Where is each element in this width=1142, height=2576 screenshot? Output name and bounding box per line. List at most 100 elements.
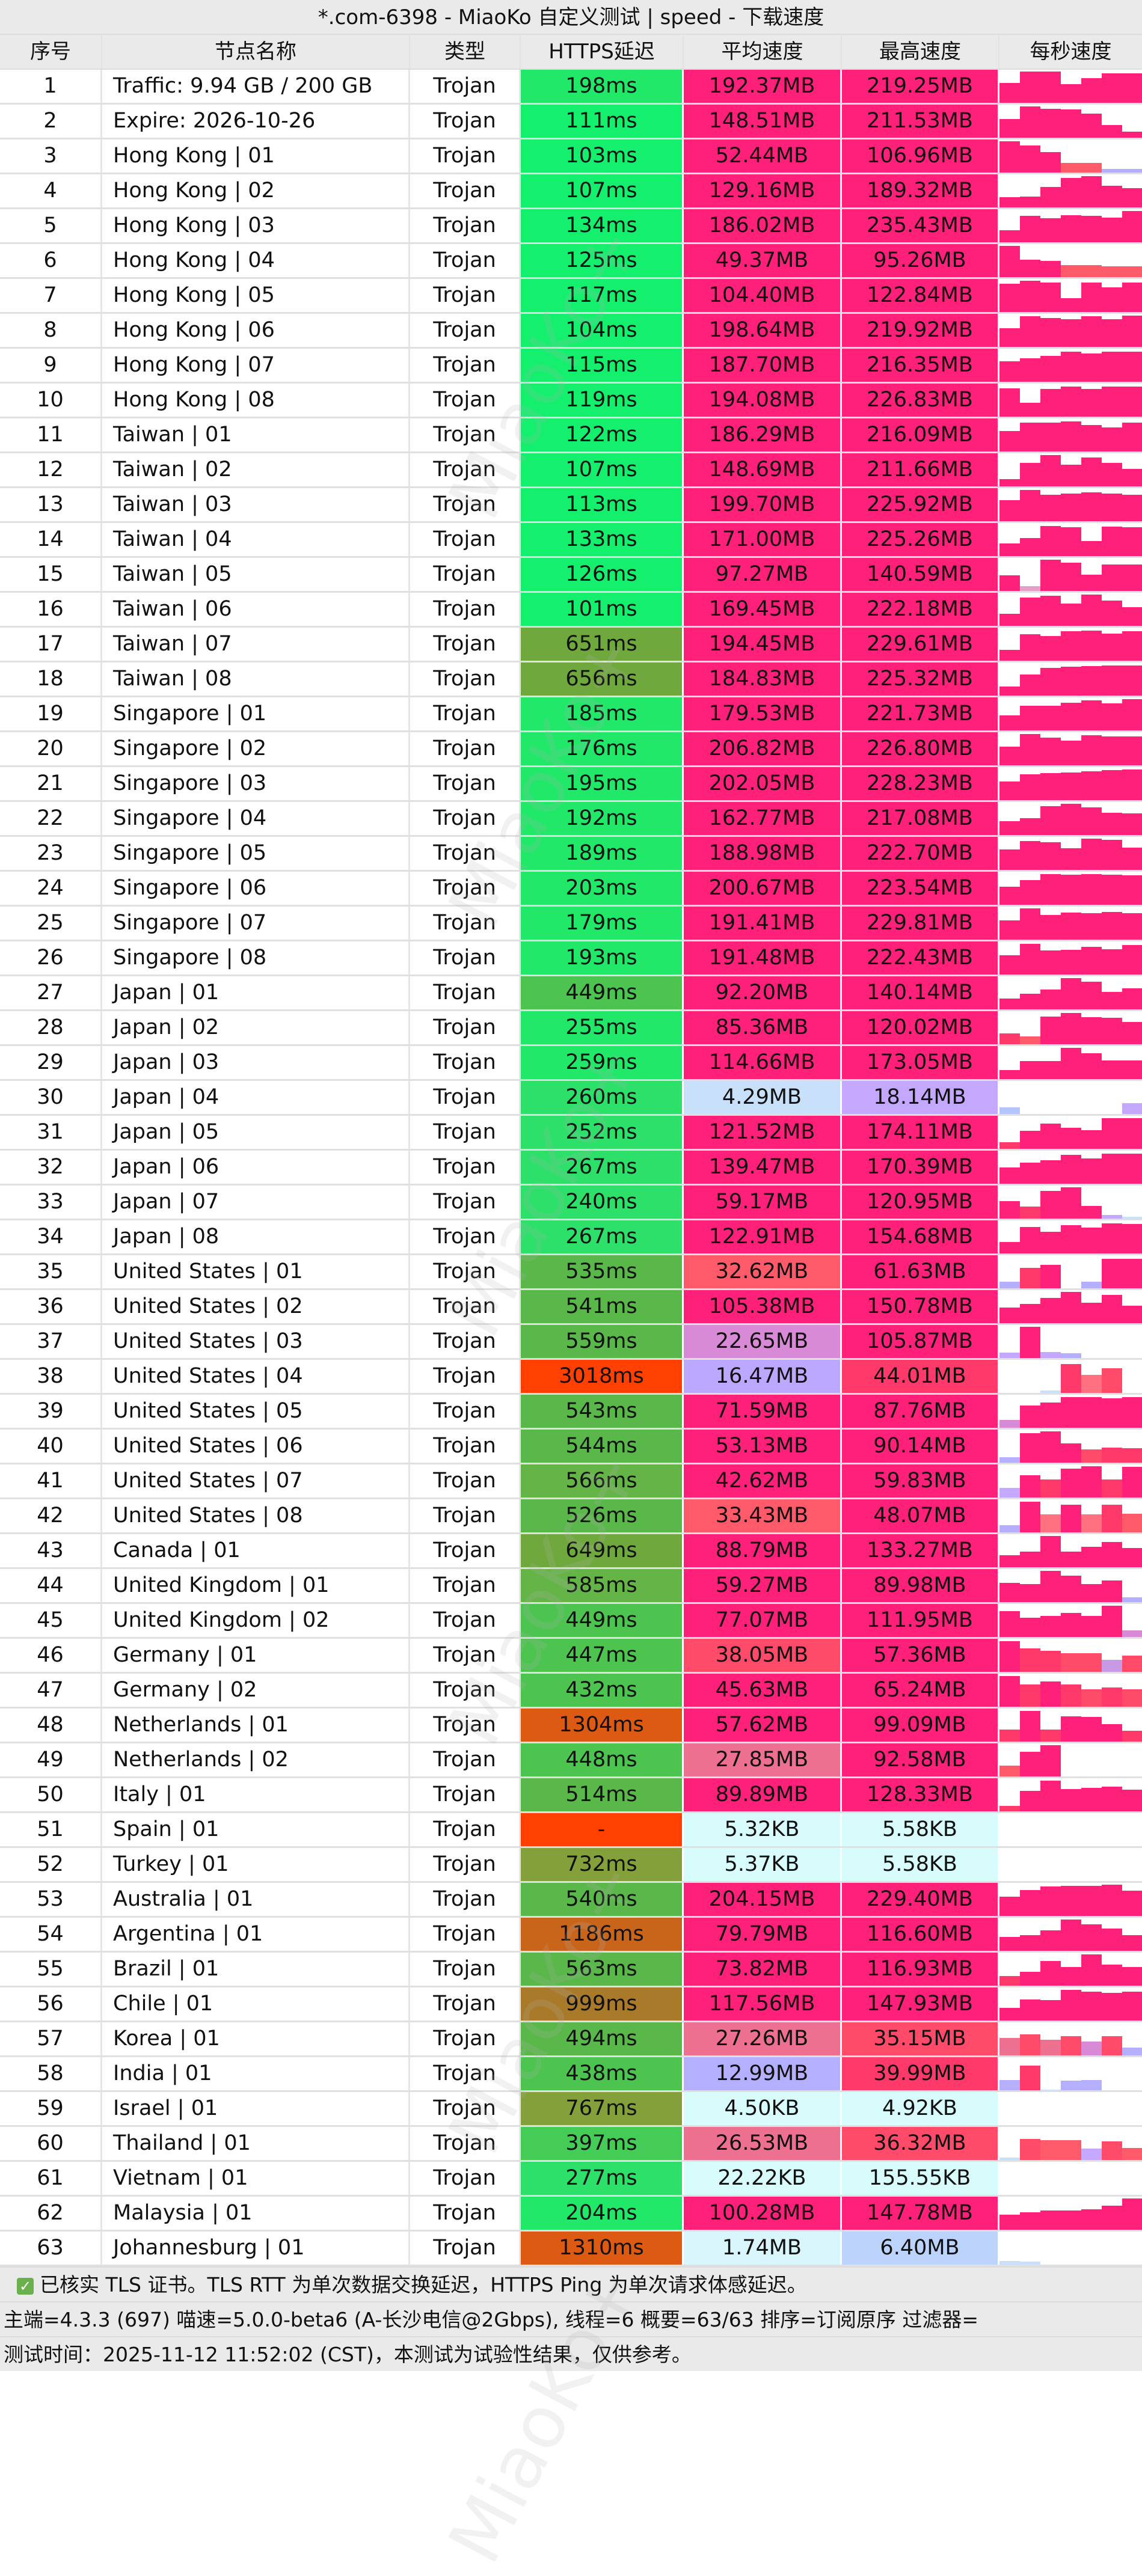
table-row[interactable]: 58 India | 01 Trojan 438ms 12.99MB 39.99MB	[0, 2057, 1142, 2092]
sparkline-bar	[1040, 2000, 1061, 2021]
table-row[interactable]: 25 Singapore | 07 Trojan 179ms 191.41MB 229.8…	[0, 907, 1142, 941]
node-name: Singapore | 06	[102, 872, 410, 905]
table-row[interactable]: 39 United States | 05 Trojan 543ms 71.59MB 87…	[0, 1395, 1142, 1430]
node-name: Johannesburg | 01	[102, 2232, 410, 2265]
col-header-https-latency[interactable]: HTTPS延迟	[521, 35, 684, 69]
sparkline-bar	[1102, 169, 1122, 173]
table-row[interactable]: 53 Australia | 01 Trojan 540ms 204.15MB 229.4…	[0, 1883, 1142, 1918]
avg-speed: 57.62MB	[684, 1709, 842, 1742]
sparkline-bar	[1040, 218, 1061, 242]
https-latency: 240ms	[521, 1186, 684, 1219]
col-header-node-name[interactable]: 节点名称	[102, 35, 410, 69]
table-row[interactable]: 57 Korea | 01 Trojan 494ms 27.26MB 35.15MB	[0, 2022, 1142, 2057]
table-row[interactable]: 13 Taiwan | 03 Trojan 113ms 199.70MB 225.92MB	[0, 488, 1142, 523]
table-row[interactable]: 28 Japan | 02 Trojan 255ms 85.36MB 120.02MB	[0, 1011, 1142, 1046]
col-header-max-speed[interactable]: 最高速度	[842, 35, 999, 69]
table-row[interactable]: 33 Japan | 07 Trojan 240ms 59.17MB 120.95MB	[0, 1186, 1142, 1220]
table-row[interactable]: 54 Argentina | 01 Trojan 1186ms 79.79MB 116.6…	[0, 1918, 1142, 1953]
table-row[interactable]: 16 Taiwan | 06 Trojan 101ms 169.45MB 222.18MB	[0, 593, 1142, 628]
table-row[interactable]: 5 Hong Kong | 03 Trojan 134ms 186.02MB 235.43…	[0, 209, 1142, 244]
table-row[interactable]: 17 Taiwan | 07 Trojan 651ms 194.45MB 229.61MB	[0, 628, 1142, 662]
node-name: Italy | 01	[102, 1778, 410, 1811]
max-speed: 147.93MB	[842, 1987, 999, 2021]
sparkline-bar	[1040, 423, 1061, 451]
col-header-type[interactable]: 类型	[410, 35, 521, 69]
table-row[interactable]: 11 Taiwan | 01 Trojan 122ms 186.29MB 216.09MB	[0, 418, 1142, 453]
table-row[interactable]: 4 Hong Kong | 02 Trojan 107ms 129.16MB 189.32…	[0, 174, 1142, 209]
table-row[interactable]: 35 United States | 01 Trojan 535ms 32.62MB 61…	[0, 1255, 1142, 1290]
sparkline-bar	[1081, 913, 1102, 940]
table-row[interactable]: 40 United States | 06 Trojan 544ms 53.13MB 90…	[0, 1430, 1142, 1464]
table-row[interactable]: 2 Expire: 2026-10-26 Trojan 111ms 148.51MB 21…	[0, 105, 1142, 139]
max-speed: 150.78MB	[842, 1290, 999, 1323]
table-row[interactable]: 21 Singapore | 03 Trojan 195ms 202.05MB 228.2…	[0, 767, 1142, 802]
table-row[interactable]: 60 Thailand | 01 Trojan 397ms 26.53MB 36.32MB	[0, 2127, 1142, 2162]
per-second-sparkline	[999, 941, 1142, 974]
table-row[interactable]: 51 Spain | 01 Trojan -5.32KB 5.58KB	[0, 1813, 1142, 1848]
table-row[interactable]: 27 Japan | 01 Trojan 449ms 92.20MB 140.14MB	[0, 976, 1142, 1011]
table-row[interactable]: 18 Taiwan | 08 Trojan 656ms 184.83MB 225.32MB	[0, 662, 1142, 697]
table-row[interactable]: 45 United Kingdom | 02 Trojan 449ms 77.07MB 1…	[0, 1604, 1142, 1639]
per-second-sparkline	[999, 1290, 1142, 1323]
table-row[interactable]: 9 Hong Kong | 07 Trojan 115ms 187.70MB 216.35…	[0, 349, 1142, 384]
sparkline-bar	[1061, 1013, 1081, 1044]
avg-speed: 206.82MB	[684, 732, 842, 765]
sparkline-bar	[1040, 950, 1061, 974]
table-row[interactable]: 56 Chile | 01 Trojan 999ms 117.56MB 147.93MB	[0, 1987, 1142, 2022]
table-row[interactable]: 8 Hong Kong | 06 Trojan 104ms 198.64MB 219.92…	[0, 314, 1142, 349]
table-row[interactable]: 15 Taiwan | 05 Trojan 126ms 97.27MB 140.59MB	[0, 558, 1142, 593]
table-row[interactable]: 63 Johannesburg | 01 Trojan 1310ms 1.74MB 6.4…	[0, 2232, 1142, 2266]
table-row[interactable]: 50 Italy | 01 Trojan 514ms 89.89MB 128.33MB	[0, 1778, 1142, 1813]
col-header-per-second-speed[interactable]: 每秒速度	[1030, 40, 1112, 64]
table-row[interactable]: 46 Germany | 01 Trojan 447ms 38.05MB 57.36MB	[0, 1639, 1142, 1674]
max-speed: 170.39MB	[842, 1151, 999, 1184]
sparkline-bar	[1020, 358, 1040, 382]
col-header-avg-speed[interactable]: 平均速度	[684, 35, 842, 69]
table-row[interactable]: 32 Japan | 06 Trojan 267ms 139.47MB 170.39MB	[0, 1151, 1142, 1186]
table-row[interactable]: 44 United Kingdom | 01 Trojan 585ms 59.27MB 8…	[0, 1569, 1142, 1604]
table-row[interactable]: 62 Malaysia | 01 Trojan 204ms 100.28MB 147.78…	[0, 2197, 1142, 2232]
table-row[interactable]: 49 Netherlands | 02 Trojan 448ms 27.85MB 92.5…	[0, 1743, 1142, 1778]
table-row[interactable]: 31 Japan | 05 Trojan 252ms 121.52MB 174.11MB	[0, 1116, 1142, 1151]
table-row[interactable]: 20 Singapore | 02 Trojan 176ms 206.82MB 226.8…	[0, 732, 1142, 767]
table-row[interactable]: 55 Brazil | 01 Trojan 563ms 73.82MB 116.93MB	[0, 1953, 1142, 1987]
sparkline-bar	[999, 614, 1020, 626]
table-row[interactable]: 10 Hong Kong | 08 Trojan 119ms 194.08MB 226.8…	[0, 384, 1142, 418]
table-row[interactable]: 59 Israel | 01 Trojan 767ms 4.50KB 4.92KB	[0, 2092, 1142, 2127]
table-row[interactable]: 19 Singapore | 01 Trojan 185ms 179.53MB 221.7…	[0, 697, 1142, 732]
table-row[interactable]: 12 Taiwan | 02 Trojan 107ms 148.69MB 211.66MB	[0, 453, 1142, 488]
table-row[interactable]: 61 Vietnam | 01 Trojan 277ms 22.22KB 155.55KB	[0, 2162, 1142, 2197]
sparkline-bar	[1061, 387, 1081, 417]
table-row[interactable]: 47 Germany | 02 Trojan 432ms 45.63MB 65.24MB	[0, 1674, 1142, 1709]
table-row[interactable]: 30 Japan | 04 Trojan 260ms 4.29MB 18.14MB	[0, 1081, 1142, 1116]
table-row[interactable]: 7 Hong Kong | 05 Trojan 117ms 104.40MB 122.84…	[0, 279, 1142, 314]
sparkline-bar	[999, 1033, 1020, 1044]
table-row[interactable]: 36 United States | 02 Trojan 541ms 105.38MB 1…	[0, 1290, 1142, 1325]
table-row[interactable]: 38 United States | 04 Trojan 3018ms 16.47MB 4…	[0, 1360, 1142, 1395]
col-header-index[interactable]: 序号	[0, 35, 102, 69]
table-row[interactable]: 43 Canada | 01 Trojan 649ms 88.79MB 133.27MB	[0, 1534, 1142, 1569]
table-row[interactable]: 29 Japan | 03 Trojan 259ms 114.66MB 173.05MB	[0, 1046, 1142, 1081]
sparkline-bar	[1102, 1223, 1122, 1253]
table-row[interactable]: 34 Japan | 08 Trojan 267ms 122.91MB 154.68MB	[0, 1220, 1142, 1255]
table-row[interactable]: 24 Singapore | 06 Trojan 203ms 200.67MB 223.5…	[0, 872, 1142, 907]
table-row[interactable]: 23 Singapore | 05 Trojan 189ms 188.98MB 222.7…	[0, 837, 1142, 872]
table-row[interactable]: 3 Hong Kong | 01 Trojan 103ms 52.44MB 106.96M…	[0, 139, 1142, 174]
per-second-sparkline	[999, 1430, 1142, 1463]
table-row[interactable]: 26 Singapore | 08 Trojan 193ms 191.48MB 222.4…	[0, 941, 1142, 976]
table-row[interactable]: 6 Hong Kong | 04 Trojan 125ms 49.37MB 95.26MB	[0, 244, 1142, 279]
table-row[interactable]: 52 Turkey | 01 Trojan 732ms 5.37KB 5.58KB	[0, 1848, 1142, 1883]
table-row[interactable]: 41 United States | 07 Trojan 566ms 42.62MB 59…	[0, 1464, 1142, 1499]
table-row[interactable]: 48 Netherlands | 01 Trojan 1304ms 57.62MB 99.…	[0, 1709, 1142, 1743]
per-second-sparkline	[999, 349, 1142, 382]
table-row[interactable]: 1 Traffic: 9.94 GB / 200 GB Trojan 198ms 192…	[0, 70, 1142, 105]
table-row[interactable]: 37 United States | 03 Trojan 559ms 22.65MB 10…	[0, 1325, 1142, 1360]
sparkline-bar	[1040, 1232, 1061, 1253]
table-row[interactable]: 42 United States | 08 Trojan 526ms 33.43MB 48…	[0, 1499, 1142, 1534]
table-row[interactable]: 22 Singapore | 04 Trojan 192ms 162.77MB 217.0…	[0, 802, 1142, 837]
row-index: 7	[0, 279, 102, 312]
table-row[interactable]: 14 Taiwan | 04 Trojan 133ms 171.00MB 225.26MB	[0, 523, 1142, 558]
node-name: Japan | 01	[102, 976, 410, 1009]
sparkline-bar	[1081, 425, 1102, 451]
per-second-sparkline	[999, 593, 1142, 626]
